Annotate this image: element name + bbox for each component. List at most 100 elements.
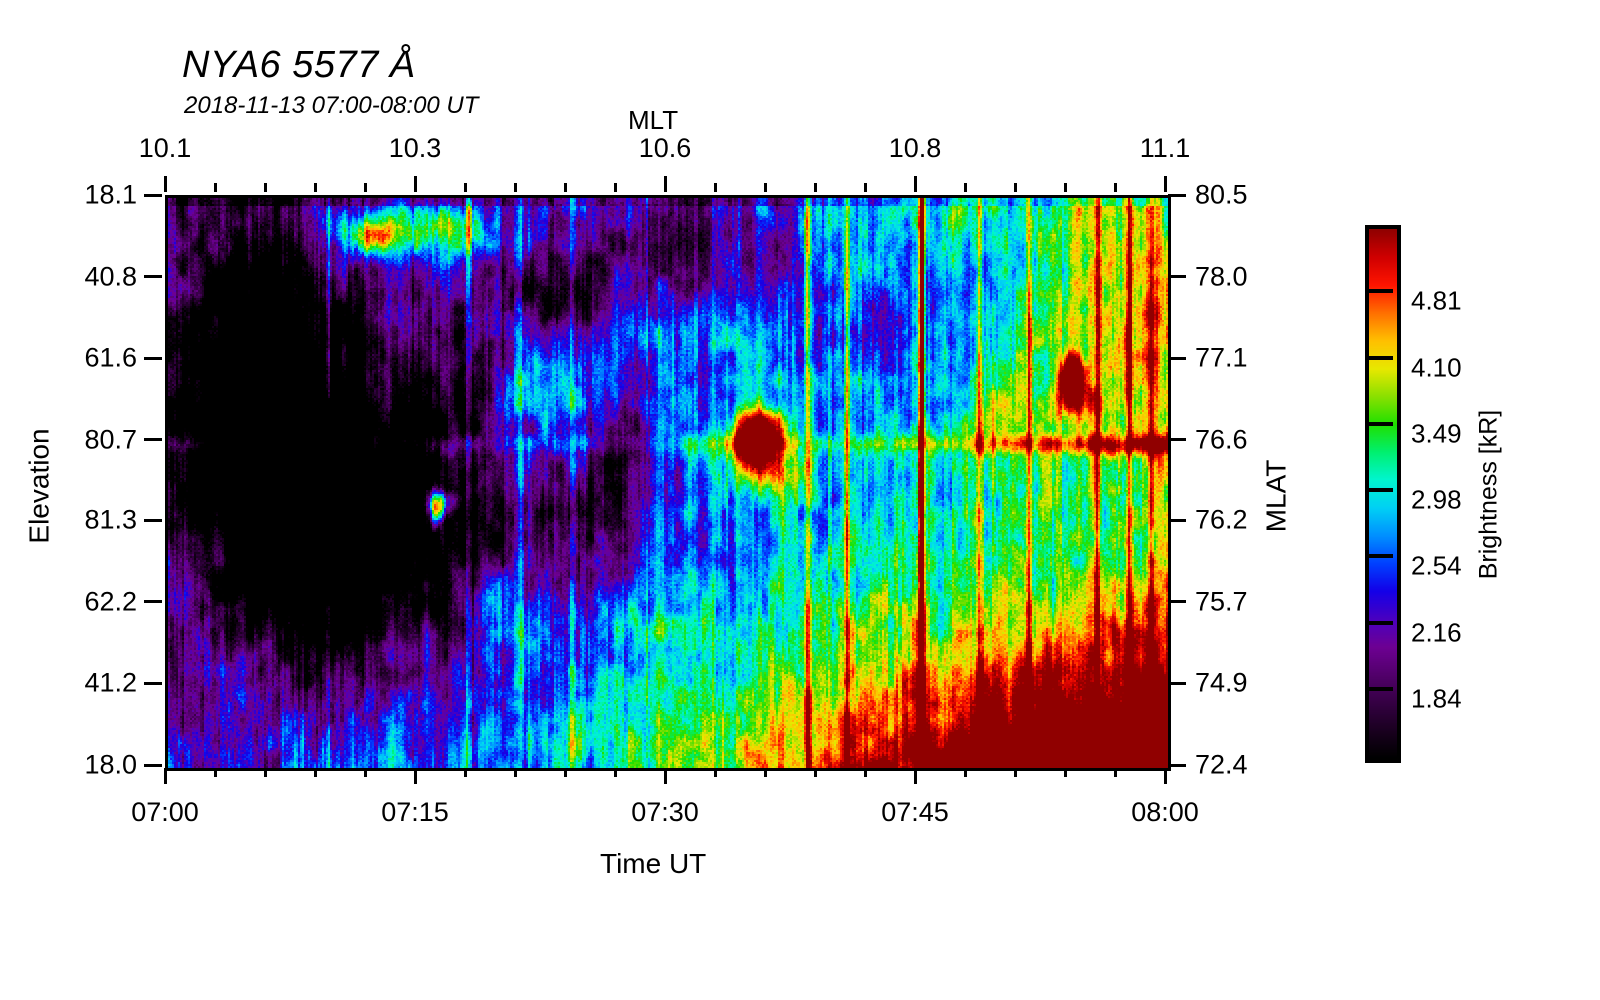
axis-tick: [1168, 275, 1186, 278]
elevation-tick-label: 41.2: [84, 667, 137, 698]
elevation-tick-label: 62.2: [84, 586, 137, 617]
axis-tick: [313, 183, 317, 192]
axis-tick: [1013, 183, 1017, 192]
axis-tick: [813, 768, 817, 777]
colorbar-tick-label: 4.10: [1411, 352, 1462, 382]
axis-tick: [1168, 193, 1186, 197]
axis-tick: [863, 768, 867, 777]
axis-tick: [913, 176, 917, 192]
axis-tick: [413, 176, 417, 192]
colorbar-tick-label: 4.81: [1411, 285, 1462, 316]
axis-tick: [763, 183, 767, 192]
figure-title: NYA6 5577 Å: [182, 44, 416, 86]
mlt-axis-title: MLT: [628, 105, 679, 135]
mlat-tick-label: 76.6: [1195, 424, 1248, 455]
axis-tick: [144, 681, 162, 685]
axis-tick: [144, 600, 162, 604]
axis-tick: [463, 768, 467, 777]
colorbar-tick-label: 2.16: [1411, 617, 1462, 647]
axis-tick: [363, 183, 367, 192]
time-tick-label: 07:45: [881, 797, 949, 827]
axis-tick: [563, 183, 567, 192]
colorbar: [1365, 225, 1401, 763]
colorbar-tick-label: 2.54: [1411, 550, 1462, 581]
time-tick-label: 07:15: [381, 797, 449, 827]
time-tick-label: 08:00: [1131, 797, 1199, 827]
axis-tick: [963, 768, 967, 777]
mlat-tick-label: 76.2: [1195, 504, 1248, 535]
colorbar-separator: [1365, 355, 1393, 360]
colorbar-separator: [1365, 289, 1393, 294]
elevation-tick-label: 18.0: [84, 749, 137, 780]
mlat-tick-label: 72.4: [1195, 749, 1248, 780]
figure-subtitle: 2018-11-13 07:00-08:00 UT: [184, 92, 479, 119]
axis-tick: [463, 183, 467, 192]
colorbar-tick-label: 3.49: [1411, 418, 1462, 449]
mlat-tick-label: 77.1: [1195, 342, 1248, 373]
keogram-image: [168, 198, 1168, 768]
time-tick-label: 07:30: [631, 797, 699, 827]
axis-tick: [1168, 681, 1186, 685]
axis-tick: [713, 768, 717, 777]
axis-tick: [263, 768, 267, 777]
axis-tick: [613, 183, 617, 192]
mlt-tick-label: 10.8: [888, 133, 942, 163]
axis-tick: [1063, 183, 1067, 192]
axis-tick: [144, 356, 162, 360]
axis-tick: [144, 275, 162, 278]
axis-tick: [1163, 176, 1167, 192]
axis-tick: [1168, 600, 1186, 604]
axis-tick: [1163, 768, 1167, 784]
axis-tick: [363, 768, 367, 777]
axis-tick: [513, 768, 517, 777]
axis-tick: [813, 183, 817, 192]
time-axis-title: Time UT: [600, 848, 707, 879]
axis-tick: [1168, 518, 1186, 522]
axis-tick: [263, 183, 267, 192]
axis-tick: [513, 183, 517, 192]
axis-tick: [144, 438, 162, 442]
colorbar-tick-label: 2.98: [1411, 484, 1462, 515]
axis-tick: [663, 768, 667, 784]
mlt-tick-label: 10.1: [138, 133, 192, 163]
mlat-tick-label: 80.5: [1195, 179, 1248, 210]
axis-tick: [313, 768, 317, 777]
axis-tick: [613, 768, 617, 777]
axis-tick: [663, 176, 667, 192]
colorbar-gradient: [1369, 229, 1397, 759]
mlt-tick-label: 11.1: [1139, 133, 1191, 163]
elevation-tick-label: 61.6: [84, 342, 137, 373]
axis-tick: [863, 183, 867, 192]
time-tick-label: 07:00: [131, 797, 199, 827]
axis-tick: [763, 768, 767, 777]
keogram-plot-area: [165, 195, 1171, 771]
axis-tick: [144, 518, 162, 522]
elevation-tick-label: 80.7: [84, 424, 137, 455]
axis-tick: [963, 183, 967, 192]
axis-tick: [1113, 768, 1117, 777]
colorbar-separator: [1365, 488, 1393, 492]
elevation-axis-title: Elevation: [23, 428, 55, 544]
axis-tick: [1168, 763, 1186, 767]
axis-tick: [713, 183, 717, 192]
colorbar-axis-title: Brightness [kR]: [1474, 409, 1503, 580]
axis-tick: [1013, 768, 1017, 777]
colorbar-separator: [1365, 620, 1393, 625]
elevation-tick-label: 81.3: [84, 504, 137, 535]
mlt-tick-label: 10.3: [388, 133, 442, 163]
axis-tick: [1168, 356, 1186, 360]
axis-tick: [144, 763, 162, 767]
mlat-tick-label: 78.0: [1195, 261, 1248, 291]
axis-tick: [1168, 438, 1186, 442]
mlt-tick-label: 10.6: [638, 133, 692, 163]
colorbar-separator: [1365, 686, 1393, 691]
colorbar-separator: [1365, 554, 1393, 559]
colorbar-separator: [1365, 421, 1393, 426]
axis-tick: [1113, 183, 1117, 192]
axis-tick: [144, 193, 162, 197]
axis-tick: [913, 768, 917, 784]
mlat-axis-title: MLAT: [1260, 459, 1292, 533]
mlat-tick-label: 74.9: [1195, 667, 1248, 698]
axis-tick: [163, 176, 167, 192]
